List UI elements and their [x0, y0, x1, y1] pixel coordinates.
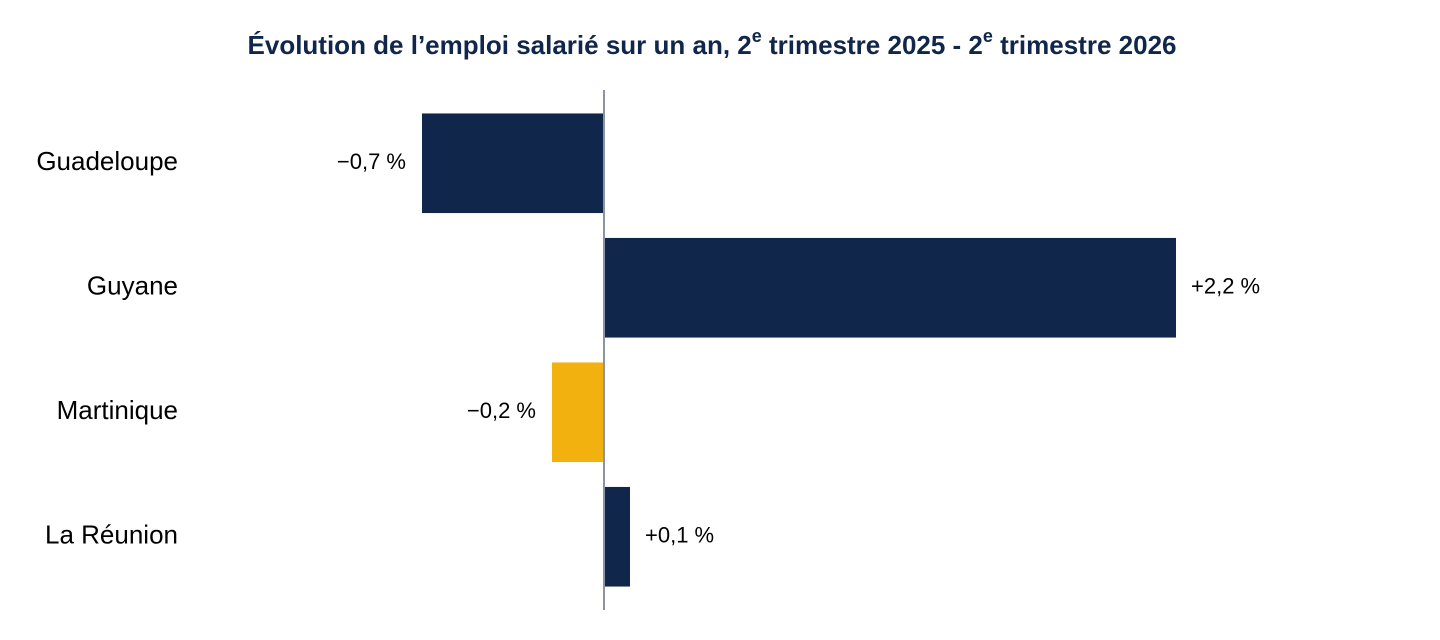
title-sup: e [752, 26, 762, 46]
title-sup: e [983, 26, 993, 46]
chart-title: Évolution de l’emploi salarié sur un an,… [248, 26, 1177, 60]
category-label: Guadeloupe [36, 146, 178, 176]
value-label: +2,2 % [1191, 274, 1260, 299]
category-label: La Réunion [45, 520, 178, 550]
bar [422, 113, 604, 214]
bar [552, 362, 604, 463]
value-label: +0,1 % [645, 523, 714, 548]
title-part: trimestre 2025 - 2 [762, 30, 983, 60]
value-label: −0,7 % [337, 149, 406, 174]
bar [604, 486, 630, 587]
value-label: −0,2 % [467, 398, 536, 423]
title-part: Évolution de l’emploi salarié sur un an,… [248, 30, 752, 60]
bar [604, 237, 1176, 338]
category-label: Martinique [57, 395, 178, 425]
title-part: trimestre 2026 [993, 30, 1177, 60]
category-label: Guyane [87, 271, 178, 301]
